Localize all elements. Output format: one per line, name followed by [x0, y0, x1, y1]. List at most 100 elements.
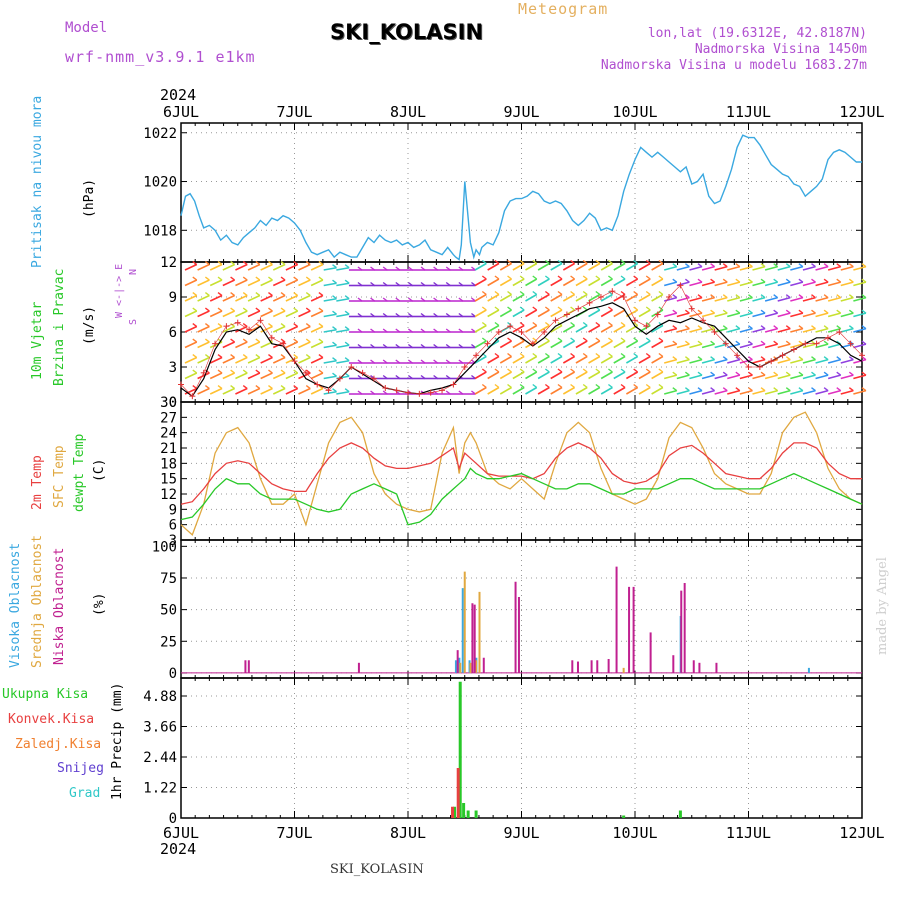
wind-barb: [487, 278, 500, 287]
cloud-unit: (%): [92, 592, 107, 616]
wind-barb: [474, 371, 487, 380]
wind-barb: [247, 372, 261, 380]
wind-barb: [764, 343, 778, 349]
wind-barb: [247, 310, 261, 318]
wind-barb: [247, 387, 261, 395]
wind-barbs: [184, 259, 867, 395]
wind-barb: [525, 278, 538, 287]
wind-barb: [235, 356, 248, 364]
wind-barb-tip: [519, 306, 525, 311]
wind-barb-tip: [544, 259, 550, 265]
wind-barb-tip: [735, 371, 741, 376]
wind-barb: [815, 389, 829, 395]
wind-barb-tip: [532, 383, 538, 389]
wind-barb: [777, 281, 791, 287]
wind-barb-tip: [280, 276, 286, 281]
wind-barb: [802, 358, 816, 364]
wind-barb: [235, 294, 248, 302]
wind-barb: [676, 327, 690, 333]
wind-barb-tip: [608, 275, 613, 280]
wind-barb-tip: [519, 259, 525, 265]
wind-barb-tip: [507, 368, 512, 373]
wind-barb: [184, 294, 198, 302]
wind-barb-tip: [748, 371, 753, 376]
wind-barb: [499, 386, 512, 395]
wind-barb-tip: [582, 383, 588, 389]
year-label-bottom: 2024: [160, 840, 196, 858]
y-tick-label: 6: [169, 518, 177, 534]
wind-barb: [739, 312, 753, 318]
wind-barb-tip: [848, 325, 854, 330]
y-tick-label: 2.44: [143, 750, 177, 766]
wind-barb-tip: [633, 321, 639, 327]
wind-barb: [701, 312, 715, 318]
wind-barb: [664, 327, 677, 333]
wind-barb: [260, 310, 273, 318]
wind-barb: [714, 358, 728, 364]
wind-barb: [676, 374, 690, 380]
wind-barb-tip: [230, 276, 236, 281]
wind-barb-tip: [370, 266, 375, 271]
wind-barb: [222, 372, 235, 380]
wind-barb-tip: [823, 325, 829, 330]
wind-barb: [512, 278, 525, 287]
wind-barb-tip: [332, 310, 337, 315]
lonlat-label: lon,lat (19.6312E, 42.8187N): [647, 26, 867, 41]
wind-barb-tip: [658, 383, 664, 389]
wind-barb: [487, 309, 500, 318]
wind-barb-tip: [760, 325, 766, 330]
wind-barb-tip: [395, 328, 401, 333]
wind-barb: [752, 296, 766, 302]
wind-barb-tip: [420, 281, 426, 287]
wind-barb: [285, 372, 299, 380]
wind-barb: [752, 389, 766, 395]
wind-barb: [298, 294, 311, 302]
wind-barb-tip: [230, 260, 236, 266]
wind-barb: [209, 372, 223, 380]
wind-barb: [512, 293, 525, 302]
wind-barb-tip: [445, 266, 451, 271]
wind-barb: [827, 389, 841, 395]
y-tick-label: 24: [160, 426, 177, 442]
wind-barb-tip: [608, 368, 613, 373]
wind-barb-tip: [242, 260, 248, 266]
sfc-temp-line: [180, 411, 863, 537]
wind-barb-tip: [836, 356, 842, 361]
wind-barb: [197, 279, 210, 287]
wind-barb-tip: [494, 368, 500, 373]
wind-barb: [588, 324, 601, 333]
wind-barb-tip: [519, 368, 525, 373]
wind-barb: [474, 262, 487, 271]
wind-barb-tip: [823, 387, 829, 392]
wind-barb-tip: [395, 281, 401, 287]
wind-barb-tip: [357, 390, 363, 395]
wind-barb-tip: [204, 384, 210, 390]
wind-barb: [739, 358, 753, 364]
wind-barb: [323, 266, 337, 271]
wind-barb-tip: [357, 297, 363, 302]
wind-barb-tip: [280, 369, 286, 374]
pressure-unit: (hPa): [82, 178, 97, 218]
y-tick-label: 12: [160, 487, 177, 503]
wind-barb-tip: [760, 294, 766, 299]
wind-barb-tip: [494, 275, 500, 280]
wind-barb: [638, 262, 651, 271]
wind-barb-tip: [582, 352, 588, 358]
cloud-ylabel-high: Visoka Oblacnost: [8, 542, 23, 668]
wind-barb-tip: [507, 275, 512, 280]
wind-barb-tip: [407, 266, 413, 271]
wind-barb-tip: [595, 337, 601, 342]
wind-barb: [272, 387, 286, 395]
wind-barb: [537, 262, 550, 271]
wind-barb-tip: [280, 338, 286, 343]
wind-barb-tip: [318, 276, 324, 281]
temp-ylabel-2m: 2m Temp: [30, 455, 45, 510]
wind-barb: [537, 309, 550, 318]
wind-barb-tip: [382, 297, 388, 302]
wind-barb: [739, 281, 753, 287]
wind-barb-tip: [722, 356, 728, 361]
wind-barb-tip: [494, 306, 500, 311]
precip-label-total: Ukupna Kisa: [2, 687, 89, 702]
wind-barb: [600, 309, 613, 318]
wind-barb-tip: [332, 388, 337, 393]
